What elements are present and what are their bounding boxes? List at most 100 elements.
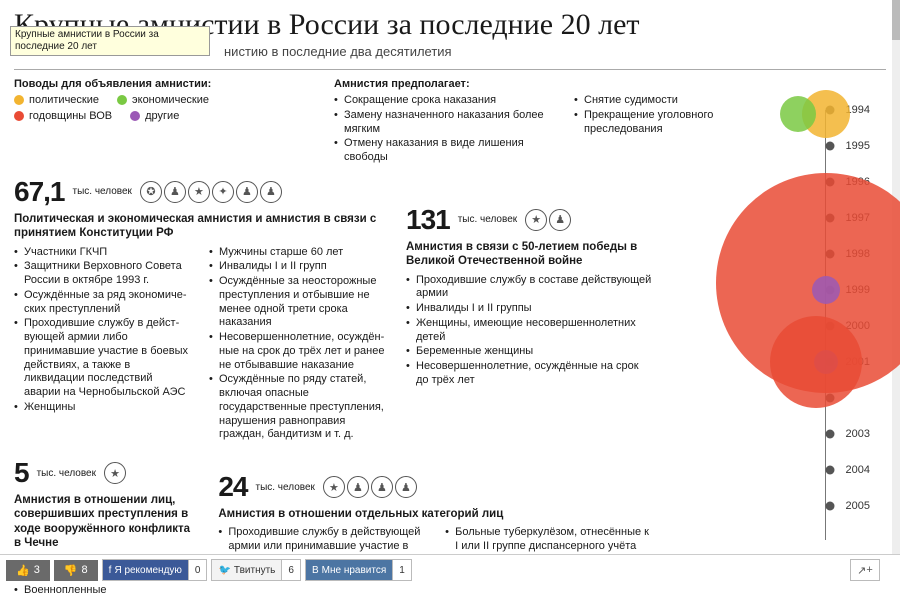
category-icons: ★♟♟♟ <box>323 476 417 498</box>
category-icon: ★ <box>104 462 126 484</box>
twitter-icon: 🐦 <box>218 565 230 576</box>
timeline-year: 2005 <box>846 500 870 512</box>
count-unit: тыс. человек <box>37 468 96 479</box>
list-item: Осуждённые за неосторожные преступления … <box>209 275 386 330</box>
share-more-button[interactable]: ↗+ <box>850 559 880 581</box>
list-item: Беременные женщины <box>406 345 654 359</box>
category-icon: ♟ <box>236 181 258 203</box>
category-icon: ♟ <box>395 476 417 498</box>
amnesty-title: Амнистия в отношении отдельных категорий… <box>218 507 654 521</box>
list-item: Проходившие службу в составе действующей… <box>406 274 654 302</box>
vk-label: Мне нравится <box>322 565 387 576</box>
category-icons: ✪♟★✦♟♟ <box>140 181 282 203</box>
legend-label: другие <box>145 110 179 122</box>
legend-implies-title: Амнистия предполагает: <box>334 78 554 90</box>
amnesty-title: Амнистия в отношении лиц, совершивших пр… <box>14 493 198 551</box>
facebook-icon: f <box>109 565 112 576</box>
facebook-count: 0 <box>188 560 207 580</box>
timeline-chart: 1994199519961997199819992000200120032004… <box>640 110 870 540</box>
category-icon: ♟ <box>164 181 186 203</box>
timeline-tick <box>826 466 835 475</box>
list-item: Участники ГКЧП <box>14 246 191 260</box>
list-item: Инвалиды I и II группы <box>406 302 654 316</box>
list-item: Сокращение срока наказания <box>334 94 554 108</box>
category-icon: ★ <box>323 476 345 498</box>
page-subtitle: нистию в последние два десятилетия <box>224 44 886 59</box>
timeline-bubble <box>780 96 816 132</box>
list-item: Несовершеннолетние, осуждён­ные на срок … <box>209 331 386 372</box>
category-icon: ★ <box>525 209 547 231</box>
list-item: Осуждённые за ряд экономиче­ских преступ… <box>14 289 191 317</box>
legend-label: годовщины ВОВ <box>29 110 112 122</box>
legend-dot <box>117 95 127 105</box>
timeline-year: 2004 <box>846 464 870 476</box>
share-icon: ↗ <box>857 564 866 577</box>
image-tooltip: Крупные амнистии в России за последние 2… <box>10 26 210 56</box>
list-item: Инвалиды I и II групп <box>209 260 386 274</box>
list-item: Проходившие службу в дейст­вующей армии … <box>14 317 191 400</box>
legend-dot <box>14 95 24 105</box>
thumbs-up-icon: 👍 <box>16 564 30 577</box>
category-icons: ★♟ <box>525 209 571 231</box>
list-item: Отмену наказания в виде лише­ния свободы <box>334 137 554 165</box>
timeline-bubble <box>770 316 862 408</box>
facebook-label: Я рекомендую <box>114 565 181 576</box>
timeline-tick <box>826 430 835 439</box>
share-plus-label: + <box>866 564 872 576</box>
count-value: 5 <box>14 457 29 489</box>
amnesty-list: Проходившие службу в составе действующей… <box>406 274 654 388</box>
amnesty-title: Амнистия в связи с 50-летием победы в Ве… <box>406 240 654 269</box>
legend-item: годовщины ВОВ <box>14 110 112 122</box>
legend-label: политические <box>29 94 99 106</box>
downvote-count: 8 <box>82 564 88 576</box>
list-item: Замену назначенного наказания более мягк… <box>334 109 554 137</box>
legend-label: экономические <box>132 94 209 106</box>
list-item: Осуждённые по ряду статей, вклю­чая опас… <box>209 373 386 442</box>
list-item: Больные туберкулёзом, отнесён­ные к I ил… <box>445 526 654 554</box>
list-item: Военнопленные <box>14 584 198 598</box>
timeline-year: 1995 <box>846 140 870 152</box>
list-item: Несовершеннолетние, осуждён­ные на срок … <box>406 360 654 388</box>
legend-dot <box>130 111 140 121</box>
facebook-share[interactable]: fЯ рекомендую 0 <box>102 559 208 581</box>
amnesty-block-1: 67,1 тыс. человек ✪♟★✦♟♟ Политическая и … <box>14 176 386 443</box>
count-unit: тыс. человек <box>73 186 132 197</box>
timeline-tick <box>826 502 835 511</box>
amnesty-list-col1: Участники ГКЧПЗащитники Верховного Совет… <box>14 246 191 415</box>
timeline-year: 2003 <box>846 428 870 440</box>
category-icon: ♟ <box>549 209 571 231</box>
amnesty-block-2: 131 тыс. человек ★♟ Амнистия в связи с 5… <box>406 204 654 388</box>
twitter-label: Твитнуть <box>234 565 275 576</box>
legend-item: политические <box>14 94 99 106</box>
legend-implies-col1: Сокращение срока наказанияЗамену назначе… <box>334 94 554 165</box>
vk-count: 1 <box>392 560 411 580</box>
list-item: Женщины, имеющие несовер­шеннолетних дет… <box>406 317 654 345</box>
social-bar: 👍 3 👎 8 fЯ рекомендую 0 🐦 Твитнуть 6 BМне… <box>0 554 900 585</box>
legend-dot <box>14 111 24 121</box>
category-icon: ✪ <box>140 181 162 203</box>
amnesty-list-col2: Мужчины старше 60 летИнвалиды I и II гру… <box>209 246 386 443</box>
upvote-count: 3 <box>34 564 40 576</box>
downvote-button[interactable]: 👎 8 <box>54 560 98 581</box>
twitter-share[interactable]: 🐦 Твитнуть 6 <box>211 559 300 581</box>
category-icon: ♟ <box>347 476 369 498</box>
thumbs-down-icon: 👎 <box>64 564 78 577</box>
timeline-bubble <box>812 276 840 304</box>
legend-item: экономические <box>117 94 209 106</box>
category-icon: ★ <box>188 181 210 203</box>
timeline-tick <box>826 142 835 151</box>
twitter-count: 6 <box>281 560 300 580</box>
legend-item: другие <box>130 110 179 122</box>
upvote-button[interactable]: 👍 3 <box>6 560 50 581</box>
count-unit: тыс. человек <box>255 482 314 493</box>
amnesty-title: Политическая и экономическая амнистия и … <box>14 212 386 241</box>
count-value: 24 <box>218 471 247 503</box>
legend-reasons-title: Поводы для объявления амнистии: <box>14 78 314 90</box>
category-icon: ♟ <box>260 181 282 203</box>
legend-reasons: политические экономические годовщины ВОВ др… <box>14 94 314 122</box>
count-value: 67,1 <box>14 176 65 208</box>
vk-share[interactable]: BМне нравится 1 <box>305 559 412 581</box>
count-unit: тыс. человек <box>458 214 517 225</box>
category-icon: ♟ <box>371 476 393 498</box>
list-item: Мужчины старше 60 лет <box>209 246 386 260</box>
